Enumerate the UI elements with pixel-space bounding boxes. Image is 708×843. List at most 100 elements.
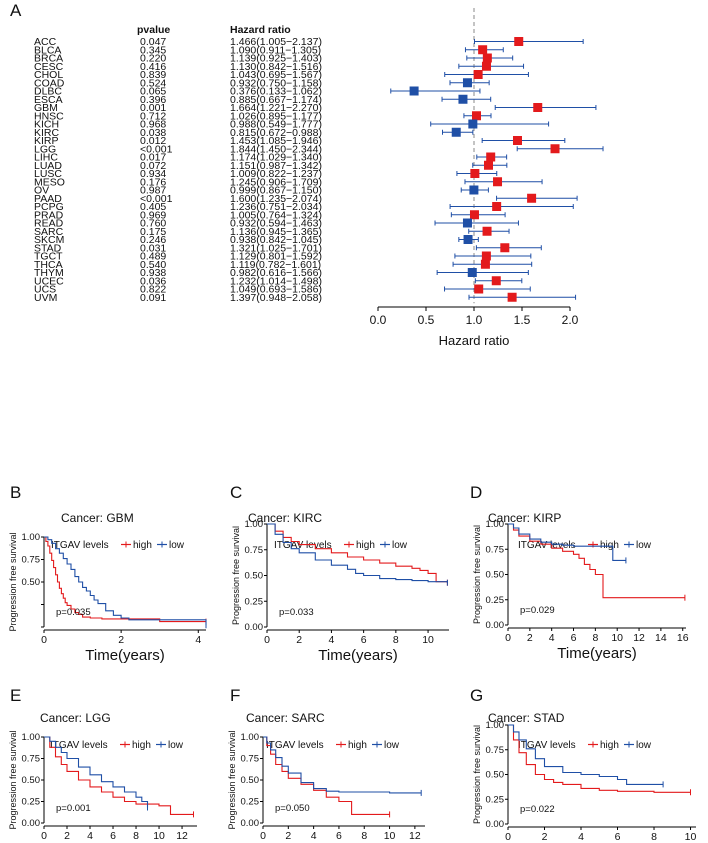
- cancer-label: GBM: [34, 102, 58, 114]
- km-y-tick-label: 1.00: [22, 532, 41, 543]
- hazard-ratio-marker: [512, 136, 522, 145]
- hazard-ratio-marker: [478, 45, 488, 55]
- hazard-ratio-marker: [491, 276, 501, 286]
- pvalue-value: 0.047: [140, 36, 166, 48]
- pvalue-value: 0.760: [140, 218, 166, 230]
- pvalue-value: 0.220: [140, 53, 166, 65]
- hazard-ratio-marker: [473, 70, 483, 79]
- legend-low-label: low: [636, 740, 652, 751]
- hazard-ratio-marker: [533, 103, 543, 112]
- km-x-tick-label: 4: [578, 831, 584, 843]
- pvalue-value: 0.524: [140, 77, 166, 89]
- cancer-label: HNSC: [34, 110, 64, 122]
- km-x-tick-label: 8: [133, 830, 139, 842]
- km-pvalue: p=0.050: [275, 803, 310, 814]
- cancer-label: PAAD: [34, 193, 62, 205]
- km-curve-low: [508, 523, 626, 561]
- km-pvalue: p=0.001: [56, 803, 91, 814]
- km-x-tick-label: 0: [260, 830, 266, 842]
- pvalue-value: 0.489: [140, 251, 166, 263]
- km-x-tick-label: 12: [176, 830, 188, 842]
- hazard-ratio-marker: [493, 177, 503, 187]
- cancer-label: KIRP: [34, 135, 59, 147]
- hazard-ratio-value: 1.245(0.906−1.709): [230, 176, 322, 188]
- km-y-tick-label: 0.75: [486, 745, 505, 756]
- km-x-tick-label: 0: [505, 632, 511, 644]
- forest-x-tick-label: 1.5: [514, 313, 531, 327]
- forest-x-tick-label: 0.5: [418, 313, 435, 327]
- km-y-tick-label: 0.75: [22, 754, 41, 765]
- km-title: Cancer: KIRC: [248, 511, 322, 525]
- cancer-label: THCA: [34, 259, 63, 271]
- km-x-tick-label: 2: [64, 830, 70, 842]
- km-pvalue: p=0.029: [520, 605, 555, 616]
- km-curve-low: [508, 724, 664, 785]
- km-x-tick-label: 8: [361, 830, 367, 842]
- hazard-ratio-marker: [481, 251, 491, 261]
- pvalue-value: 0.712: [140, 110, 166, 122]
- hazard-ratio-value: 1.232(1.014−1.498): [230, 275, 322, 287]
- km-x-tick-label: 6: [361, 634, 367, 646]
- km-x-tick-label: 4: [329, 634, 335, 646]
- cancer-label: TGCT: [34, 251, 63, 263]
- km-x-axis-label: Time(years): [85, 647, 164, 664]
- cancer-label: CESC: [34, 61, 64, 73]
- km-pvalue: p=0.022: [520, 804, 555, 815]
- pvalue-value: 0.934: [140, 168, 166, 180]
- hazard-ratio-value: 1.466(1.005−2.137): [230, 36, 322, 48]
- km-y-tick-label: 0.50: [241, 775, 260, 786]
- cancer-label: UCEC: [34, 275, 64, 287]
- pvalue-value: <0.001: [140, 143, 173, 155]
- km-y-axis-label: Progression free survival: [8, 532, 18, 631]
- km-y-axis-label: Progression free survival: [231, 526, 241, 625]
- km-x-tick-label: 2: [527, 632, 533, 644]
- km-title: Cancer: STAD: [488, 711, 565, 725]
- km-pvalue: p=0.033: [279, 607, 314, 618]
- hazard-ratio-value: 1.151(0.987−1.342): [230, 160, 322, 172]
- km-y-tick-label: 0.00: [486, 620, 505, 631]
- km-y-axis-label: Progression free survival: [227, 730, 237, 829]
- km-y-tick-label: 0.50: [22, 775, 41, 786]
- cancer-label: PCPG: [34, 201, 64, 213]
- pvalue-value: 0.072: [140, 160, 166, 172]
- hazard-ratio-value: 1.005(0.764−1.324): [230, 209, 322, 221]
- km-y-tick-label: 0.25: [241, 797, 260, 808]
- hazard-ratio-marker: [463, 235, 473, 244]
- hazard-ratio-marker: [514, 37, 524, 46]
- km-y-tick-label: 0.25: [245, 596, 264, 607]
- hazard-ratio-marker: [471, 111, 481, 121]
- legend-low-label: low: [392, 540, 408, 551]
- legend-high-label: high: [356, 540, 375, 551]
- pvalue-value: 0.175: [140, 226, 166, 238]
- hazard-ratio-value: 1.139(0.925−1.403): [230, 53, 322, 65]
- km-x-tick-label: 4: [87, 830, 93, 842]
- pvalue-value: 0.031: [140, 242, 166, 254]
- km-x-tick-label: 2: [542, 831, 548, 843]
- km-x-tick-label: 4: [311, 830, 317, 842]
- legend-high-label: high: [132, 740, 151, 751]
- km-x-tick-label: 2: [118, 634, 124, 646]
- km-plot-b: B Cancer: GBM ITGAV levels high low 0.50 0.75 1…: [8, 483, 207, 664]
- km-y-tick-label: 0.00: [486, 819, 505, 830]
- hazard-ratio-value: 0.376(0.133−1.062): [230, 86, 322, 98]
- km-curve-high: [508, 523, 685, 599]
- km-curve-low: [44, 536, 207, 626]
- hazard-ratio-value: 1.026(0.895−1.177): [230, 110, 322, 122]
- hazard-ratio-marker: [451, 127, 461, 137]
- hazard-ratio-value: 0.932(0.750−1.158): [230, 77, 322, 89]
- hazard-ratio-value: 1.600(1.235−2.074): [230, 193, 322, 205]
- km-curve-high: [267, 523, 448, 583]
- hazard-ratio-value: 0.988(0.549−1.777): [230, 119, 322, 131]
- hazard-ratio-value: 1.090(0.911−1.305): [230, 44, 321, 56]
- hazard-ratio-marker: [550, 144, 560, 154]
- panel-letter-a: A: [10, 1, 22, 20]
- panel-letter-b: B: [10, 483, 21, 502]
- pvalue-value: 0.017: [140, 152, 166, 164]
- cancer-label: LIHC: [34, 152, 58, 164]
- legend-label: ITGAV levels: [274, 540, 332, 551]
- km-y-tick-label: 1.00: [22, 732, 41, 743]
- cancer-label: MESO: [34, 176, 65, 188]
- hazard-ratio-value: 0.999(0.867−1.150): [230, 185, 322, 197]
- cancer-label: ACC: [34, 36, 57, 48]
- hazard-ratio-marker: [467, 268, 477, 277]
